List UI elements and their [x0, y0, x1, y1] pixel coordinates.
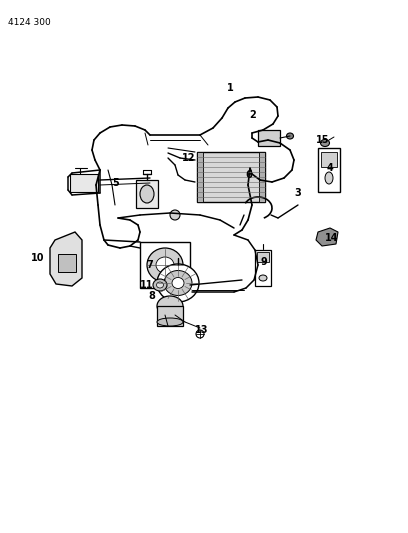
Text: 1: 1: [226, 83, 233, 93]
Text: 6: 6: [246, 170, 253, 180]
Ellipse shape: [321, 140, 330, 147]
Ellipse shape: [157, 264, 199, 302]
Bar: [318, 148, 340, 192]
Text: 13: 13: [195, 325, 209, 335]
Text: 12: 12: [182, 153, 196, 163]
Ellipse shape: [325, 172, 333, 184]
Bar: [58, 254, 76, 272]
Bar: [258, 130, 280, 146]
Bar: [197, 152, 203, 202]
Ellipse shape: [157, 296, 183, 316]
Text: 3: 3: [295, 188, 302, 198]
Text: 8: 8: [149, 291, 155, 301]
Ellipse shape: [157, 318, 183, 326]
Text: 5: 5: [113, 178, 120, 188]
Bar: [70, 174, 98, 192]
Ellipse shape: [196, 330, 204, 338]
Ellipse shape: [286, 133, 293, 139]
Text: 14: 14: [325, 233, 339, 243]
Ellipse shape: [156, 257, 174, 273]
Text: 2: 2: [250, 110, 256, 120]
Bar: [140, 242, 190, 288]
Ellipse shape: [164, 271, 192, 295]
Bar: [321, 152, 337, 167]
Bar: [255, 250, 271, 286]
Text: 4: 4: [327, 163, 333, 173]
Ellipse shape: [157, 282, 164, 288]
Bar: [197, 152, 265, 202]
Ellipse shape: [140, 185, 154, 203]
Text: 15: 15: [316, 135, 330, 145]
Bar: [136, 180, 158, 208]
Bar: [259, 152, 265, 202]
Ellipse shape: [170, 210, 180, 220]
Text: 10: 10: [31, 253, 45, 263]
Ellipse shape: [147, 248, 183, 282]
Text: 9: 9: [261, 257, 267, 267]
Ellipse shape: [259, 275, 267, 281]
Text: 7: 7: [146, 260, 153, 270]
Text: 4124 300: 4124 300: [8, 18, 51, 27]
Polygon shape: [50, 232, 82, 286]
Text: 11: 11: [140, 280, 154, 290]
Polygon shape: [316, 228, 338, 246]
Bar: [257, 252, 269, 262]
Ellipse shape: [172, 278, 184, 288]
Bar: [157, 306, 183, 326]
Ellipse shape: [153, 279, 167, 291]
